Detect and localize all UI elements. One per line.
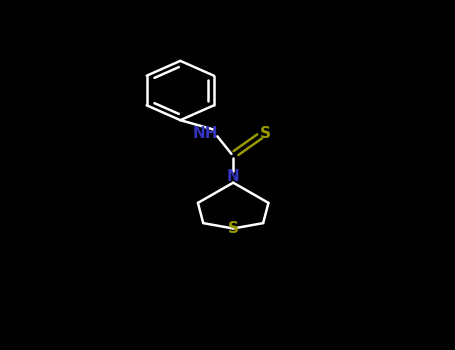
Text: S: S <box>259 126 270 141</box>
Text: NH: NH <box>192 126 218 141</box>
Text: N: N <box>227 169 240 184</box>
Text: S: S <box>228 221 239 236</box>
